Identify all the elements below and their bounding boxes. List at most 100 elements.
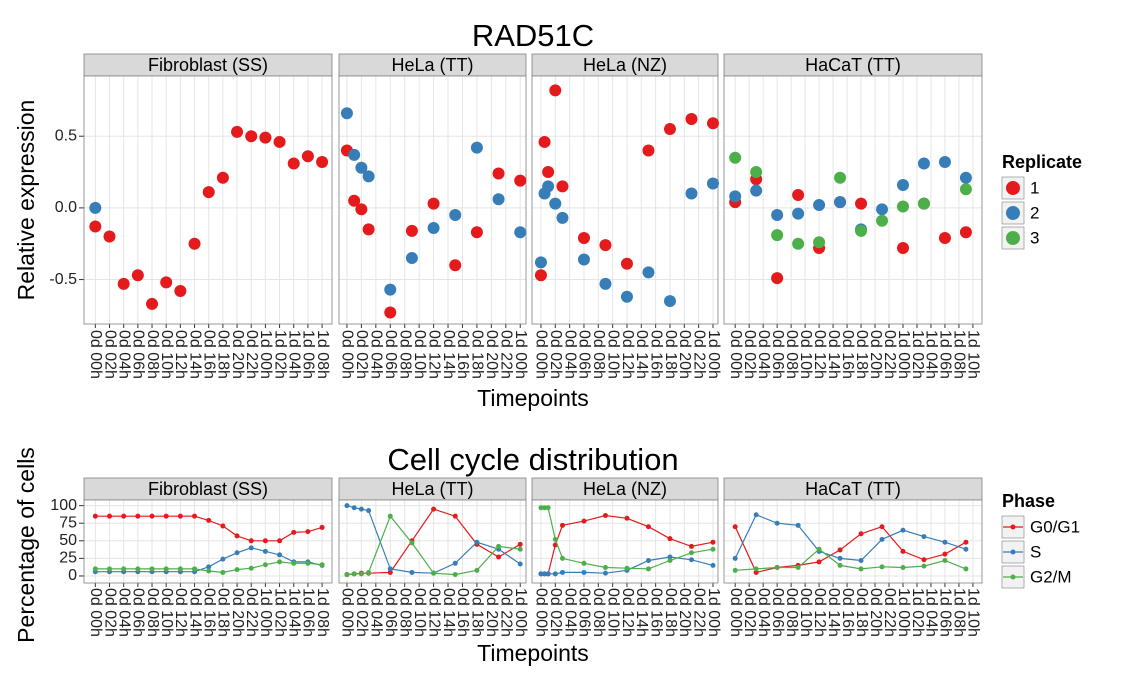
- x-tick-label: 1d 04h: [923, 588, 940, 637]
- x-tick-label: 0d 00h: [339, 588, 356, 637]
- point: [514, 226, 527, 239]
- x-tick-label: 1d 04h: [923, 330, 940, 379]
- point: [534, 269, 547, 282]
- x-tick-label: 1d 00h: [257, 330, 274, 379]
- x-tick-label: 0d 22h: [498, 588, 515, 637]
- line-point: [262, 548, 268, 554]
- x-tick-label: 0d 00h: [87, 330, 104, 379]
- x-tick-label: 0d 22h: [498, 330, 515, 379]
- x-tick-label: 0d 22h: [243, 330, 260, 379]
- x-tick-label: 0d 14h: [825, 330, 842, 379]
- x-axis-title: Timepoints: [477, 385, 589, 411]
- line-point: [496, 543, 502, 549]
- x-tick-label: 0d 14h: [825, 588, 842, 637]
- x-tick-label: 0d 20h: [867, 330, 884, 379]
- line-point: [667, 557, 673, 563]
- point: [384, 306, 397, 319]
- line-point: [220, 569, 226, 575]
- point: [938, 156, 951, 169]
- point: [160, 276, 173, 289]
- point: [959, 183, 972, 196]
- x-tick-label: 1d 06h: [300, 588, 317, 637]
- legend-label: 2: [1030, 203, 1039, 222]
- x-tick-label: 1d 00h: [895, 330, 912, 379]
- legend-symbol: [1010, 574, 1016, 580]
- point: [316, 156, 329, 169]
- line-point: [452, 572, 458, 578]
- x-tick-label: 1d 06h: [300, 330, 317, 379]
- line-point: [206, 564, 212, 570]
- x-tick-label: 1d 02h: [271, 330, 288, 379]
- point: [959, 171, 972, 184]
- line-point: [92, 566, 98, 572]
- point: [287, 157, 300, 170]
- line-point: [774, 565, 780, 571]
- line-point: [248, 545, 254, 551]
- y-tick-label: 100: [50, 497, 77, 514]
- x-tick-label: 0d 16h: [839, 330, 856, 379]
- point: [750, 184, 763, 197]
- x-tick-label: 0d 06h: [130, 330, 147, 379]
- line-point: [474, 539, 480, 545]
- legend-label: 3: [1030, 228, 1039, 247]
- x-tick-label: 0d 14h: [633, 330, 650, 379]
- point: [273, 135, 286, 148]
- line-point: [305, 560, 311, 566]
- panel-border: [338, 499, 527, 584]
- line-point: [277, 559, 283, 565]
- point: [259, 131, 272, 144]
- line-point: [351, 505, 357, 511]
- x-tick-label: 0d 14h: [440, 588, 457, 637]
- line-point: [474, 567, 480, 573]
- line-point: [517, 541, 523, 547]
- point: [896, 200, 909, 213]
- x-tick-label: 1d 02h: [909, 588, 926, 637]
- x-tick-label: 0d 06h: [769, 330, 786, 379]
- strip-label: HaCaT (TT): [805, 55, 901, 75]
- panel-border: [83, 75, 333, 325]
- point: [792, 207, 805, 220]
- x-tick-label: 0d 08h: [396, 588, 413, 637]
- x-tick-label: 0d 04h: [755, 588, 772, 637]
- point: [362, 170, 375, 183]
- point: [355, 161, 368, 174]
- x-tick-label: 1d 08h: [314, 330, 331, 379]
- point: [131, 269, 144, 282]
- point: [642, 144, 655, 157]
- point: [538, 135, 551, 148]
- line-point: [277, 552, 283, 558]
- x-tick-label: 0d 16h: [647, 330, 664, 379]
- point: [534, 256, 547, 269]
- x-tick-label: 1d 00h: [705, 330, 722, 379]
- x-tick-label: 0d 08h: [590, 588, 607, 637]
- point: [514, 174, 527, 187]
- point: [792, 237, 805, 250]
- x-tick-label: 0d 12h: [425, 330, 442, 379]
- y-tick-label: 75: [59, 514, 77, 531]
- line-point: [149, 513, 155, 519]
- point: [620, 257, 633, 270]
- line-point: [602, 512, 608, 518]
- x-tick-label: 0d 06h: [576, 330, 593, 379]
- point: [813, 199, 826, 212]
- line-point: [107, 566, 113, 572]
- x-tick-label: 1d 04h: [286, 588, 303, 637]
- x-tick-label: 0d 16h: [839, 588, 856, 637]
- legend-symbol: [1006, 231, 1020, 245]
- strip-label: Fibroblast (SS): [148, 479, 268, 499]
- x-tick-label: 0d 18h: [469, 588, 486, 637]
- y-axis-title: Percentage of cells: [13, 447, 39, 643]
- point: [556, 211, 569, 224]
- point: [470, 141, 483, 154]
- point: [577, 253, 590, 266]
- line-point: [900, 548, 906, 554]
- panel-border: [723, 499, 983, 584]
- line-point: [542, 505, 548, 511]
- x-tick-label: 0d 20h: [676, 588, 693, 637]
- x-tick-label: 0d 22h: [690, 330, 707, 379]
- line-point: [921, 557, 927, 563]
- line-point: [517, 561, 523, 567]
- line-point: [795, 565, 801, 571]
- x-tick-label: 0d 14h: [633, 588, 650, 637]
